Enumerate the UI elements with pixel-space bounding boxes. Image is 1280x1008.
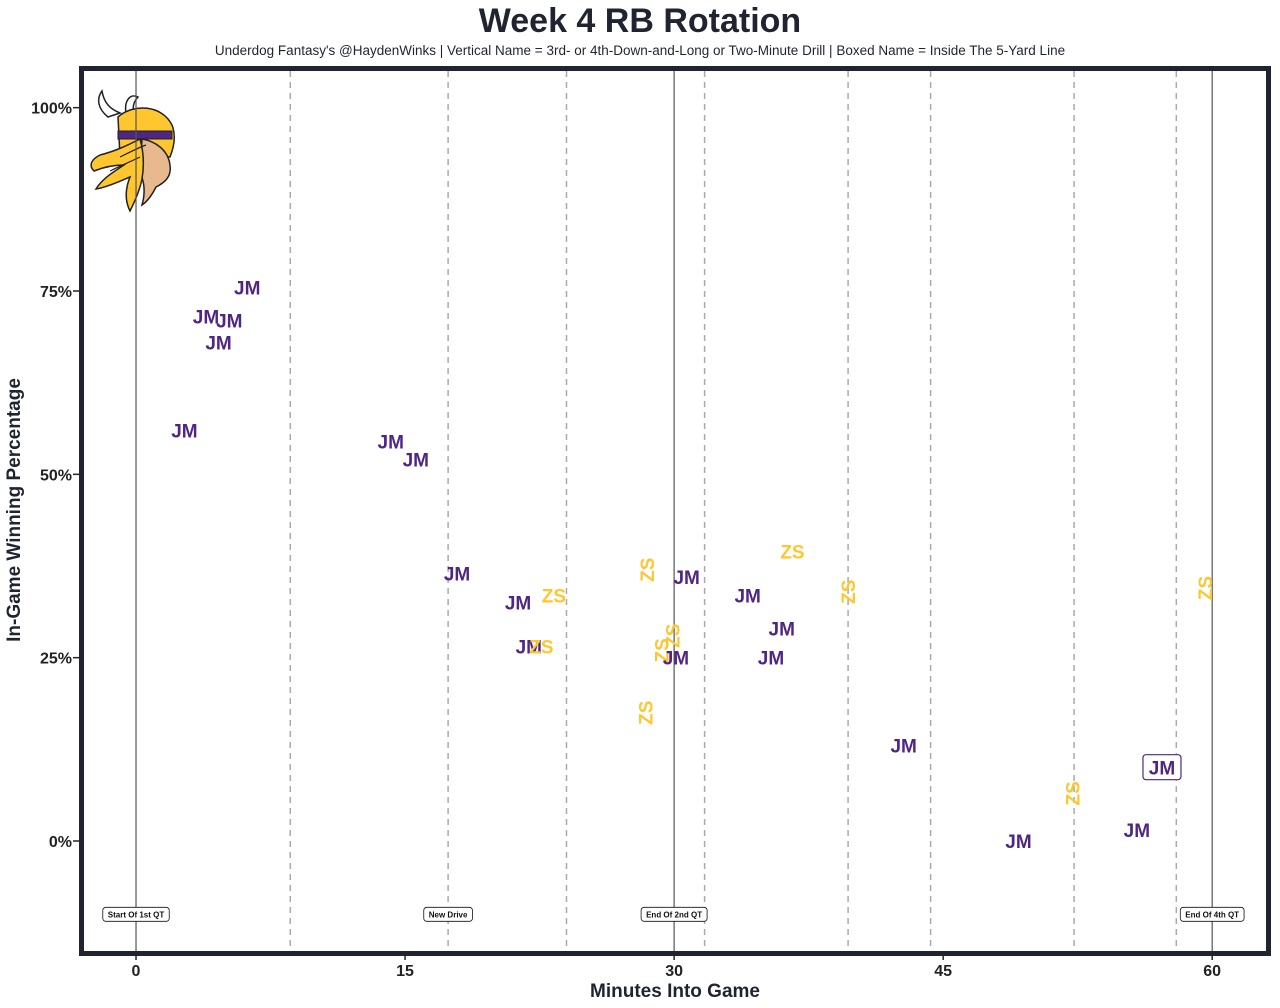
annotation-label: End Of 4th QT — [1179, 906, 1245, 922]
y-tick-label: 100% — [31, 101, 72, 118]
player-point-zs: ZS — [839, 580, 860, 604]
player-point-jm: JM — [1005, 832, 1031, 853]
x-axis: 0 15 30 45 60 — [132, 954, 1221, 980]
quarter-lines — [135, 71, 1213, 951]
player-point-jm: JM — [1142, 754, 1182, 781]
annotation-text: End Of 4th QT — [1185, 910, 1239, 919]
player-point-zs: ZS — [663, 624, 684, 648]
player-point-jm: JM — [516, 638, 542, 659]
y-tick-label: 25% — [40, 651, 72, 668]
y-tick-label: 50% — [40, 467, 72, 484]
chart-title: Week 4 RB Rotation — [478, 2, 802, 40]
chart-subtitle: Underdog Fantasy's @HaydenWinks | Vertic… — [214, 43, 1066, 58]
point-label: JM — [193, 308, 219, 329]
player-point-jm: JM — [734, 586, 760, 607]
point-label: JM — [890, 737, 916, 758]
annotation-label: End Of 2nd QT — [640, 906, 708, 922]
player-point-zs: ZS — [529, 638, 553, 659]
point-label: JM — [516, 638, 542, 659]
player-point-jm: JM — [216, 311, 242, 332]
y-axis: 0% 25% 50% 75% 100% — [31, 101, 79, 851]
plot-frame — [79, 66, 1271, 956]
point-label: JM — [403, 451, 429, 472]
player-point-jm: JM — [378, 432, 404, 453]
annotation-label: New Drive — [423, 906, 473, 922]
annotation-box — [640, 906, 708, 922]
x-tick-label: 45 — [934, 963, 952, 980]
point-label: ZS — [636, 701, 657, 725]
point-label: ZS — [542, 586, 566, 607]
player-point-zs: ZS — [636, 701, 657, 725]
point-label: JM — [171, 421, 197, 442]
point-label: JM — [378, 432, 404, 453]
player-point-jm: JM — [505, 594, 531, 615]
y-tick-label: 75% — [40, 284, 72, 301]
point-label: JM — [758, 649, 784, 670]
player-point-jm: JM — [444, 564, 470, 585]
point-label: JM — [1149, 759, 1175, 780]
player-point-zs: ZS — [1196, 576, 1217, 600]
drive-lines — [289, 71, 1178, 951]
y-axis-title: In-Game Winning Percentage — [4, 378, 25, 642]
player-point-jm: JM — [769, 619, 795, 640]
annotation-label: Start Of 1st QT — [102, 906, 170, 922]
player-point-jm: JM — [205, 333, 231, 354]
vikings-logo — [90, 89, 175, 213]
annotation-box — [1179, 906, 1245, 922]
point-label: ZS — [780, 542, 804, 563]
player-point-jm: JM — [403, 451, 429, 472]
point-label: ZS — [638, 558, 659, 582]
x-axis-title: Minutes Into Game — [590, 981, 760, 1002]
annotation-box — [102, 906, 170, 922]
player-point-jm: JM — [1124, 821, 1150, 842]
annotation-text: New Drive — [429, 910, 468, 919]
player-point-zs: ZS — [780, 542, 804, 563]
point-label: JM — [234, 278, 260, 299]
point-label: JM — [673, 568, 699, 589]
inside-5-box — [1142, 754, 1182, 781]
player-point-jm: JM — [673, 568, 699, 589]
annotations: Start Of 1st QT New Drive End Of 2nd QT End… — [102, 906, 1245, 922]
annotation-text: Start Of 1st QT — [108, 910, 165, 919]
point-label: ZS — [529, 638, 553, 659]
point-label: ZS — [653, 638, 674, 662]
player-point-jm: JM — [171, 421, 197, 442]
player-point-jm: JM — [663, 649, 689, 670]
point-label: JM — [663, 649, 689, 670]
point-label: ZS — [663, 624, 684, 648]
point-label: ZS — [839, 580, 860, 604]
point-label: JM — [505, 594, 531, 615]
y-tick-label: 0% — [49, 834, 72, 851]
point-label: JM — [444, 564, 470, 585]
point-label: ZS — [1063, 781, 1084, 805]
player-point-jm: JM — [758, 649, 784, 670]
annotation-box — [423, 906, 473, 922]
x-tick-label: 60 — [1203, 963, 1221, 980]
point-label: JM — [1124, 821, 1150, 842]
point-label: JM — [205, 333, 231, 354]
point-label: JM — [216, 311, 242, 332]
x-tick-label: 0 — [132, 963, 141, 980]
player-point-jm: JM — [234, 278, 260, 299]
player-point-jm: JM — [890, 737, 916, 758]
point-label: JM — [734, 586, 760, 607]
player-point-zs: ZS — [1063, 781, 1084, 805]
x-tick-label: 30 — [665, 963, 683, 980]
point-label: JM — [1005, 832, 1031, 853]
player-point-zs: ZS — [542, 586, 566, 607]
x-tick-label: 15 — [396, 963, 414, 980]
player-point-jm: JM — [193, 308, 219, 329]
player-point-zs: ZS — [653, 638, 674, 662]
annotation-text: End Of 2nd QT — [646, 910, 702, 919]
point-label: ZS — [1196, 576, 1217, 600]
player-point-zs: ZS — [638, 558, 659, 582]
point-label: JM — [769, 619, 795, 640]
